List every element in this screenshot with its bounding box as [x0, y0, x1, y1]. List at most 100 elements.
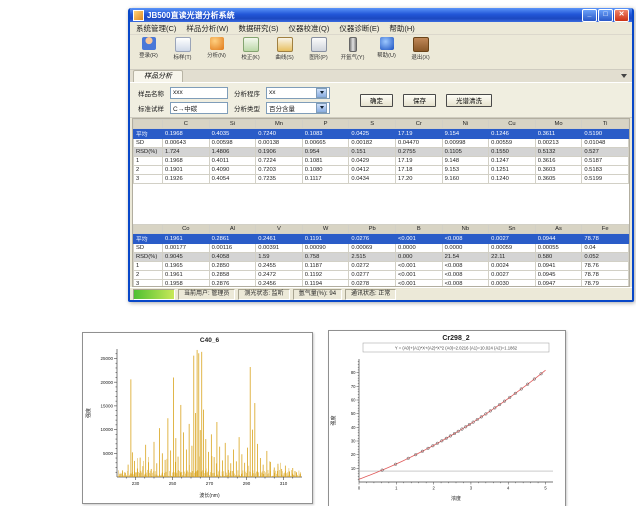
- table-row[interactable]: SD 0.00177 0.00116 0.00391 0.00090 0.00069 0.0…: [133, 243, 629, 253]
- cell: 1.59: [255, 252, 303, 262]
- row-label: 平均: [133, 233, 163, 244]
- field-label: 分析类型: [234, 105, 260, 113]
- toolbar-button[interactable]: 图形(P): [304, 37, 333, 61]
- field-input[interactable]: xxx: [170, 86, 228, 99]
- cell: 0.04470: [394, 138, 443, 148]
- table-row[interactable]: 3 0.1926 0.4054 0.7235 0.1117 0.0434 17.20 9.16…: [133, 174, 629, 184]
- svg-text:15000: 15000: [100, 403, 113, 408]
- cell: 21.54: [441, 252, 490, 262]
- globe-icon: [379, 37, 394, 50]
- menu-item[interactable]: 样品分析(W): [186, 23, 229, 33]
- cell: 0.2461: [255, 233, 303, 244]
- toolbar-button[interactable]: 校正(K): [236, 37, 265, 61]
- status-segment: 测光状态: 监听: [238, 288, 290, 300]
- svg-text:250: 250: [169, 481, 177, 486]
- cell: <0.001: [394, 279, 443, 286]
- tab-sample-analysis[interactable]: 样品分析: [133, 70, 183, 82]
- chevron-down-icon[interactable]: [316, 87, 327, 98]
- status-segment: 当前用户: 管理员: [178, 288, 236, 300]
- chevron-down-icon[interactable]: [316, 102, 327, 113]
- cell: 0.5199: [581, 174, 629, 184]
- title-bar[interactable]: JB500直读光谱分析系统 _ □ ✕: [130, 8, 632, 22]
- cell: 0.2858: [208, 270, 257, 280]
- row-label: 3: [133, 279, 163, 286]
- menu-item[interactable]: 数据研究(S): [238, 23, 279, 33]
- cell: <0.001: [394, 233, 443, 244]
- chart-icon: [242, 37, 259, 52]
- cell: 0.1194: [301, 279, 350, 286]
- toolbar-button[interactable]: 登录(R): [134, 37, 163, 59]
- maximize-button[interactable]: □: [598, 8, 613, 22]
- table-row[interactable]: 3 0.1958 0.2876 0.2456 0.1194 0.0278 <0.001 <0.…: [133, 279, 629, 286]
- corner-cell: [133, 119, 163, 129]
- cell: 0.9045: [162, 252, 210, 262]
- field-select[interactable]: xx: [266, 86, 330, 99]
- cell: 0.00090: [301, 243, 350, 253]
- field-value: C→中碳: [173, 105, 198, 113]
- menu-item[interactable]: 仪器诊断(E): [339, 23, 380, 33]
- panel-collapse-arrow-icon[interactable]: [621, 74, 627, 78]
- table-header-row: Co Al V W Pb B Nb Sn As Fe: [133, 224, 629, 234]
- svg-text:3: 3: [470, 486, 473, 491]
- field-input[interactable]: C→中碳: [170, 101, 228, 114]
- cell: 0.527: [581, 147, 629, 157]
- action-button[interactable]: 保存: [403, 93, 436, 107]
- field-select[interactable]: 百分含量: [266, 101, 330, 114]
- menu-item[interactable]: 系统管理(C): [136, 23, 177, 33]
- svg-text:20000: 20000: [100, 380, 113, 385]
- table-row[interactable]: SD 0.00643 0.00598 0.00138 0.00665 0.00182 0.0…: [133, 138, 629, 148]
- table-row[interactable]: 2 0.1961 0.2858 0.2472 0.1192 0.0277 <0.001 <0.…: [133, 270, 629, 280]
- close-button[interactable]: ✕: [614, 8, 629, 22]
- window-title: JB500直读光谱分析系统: [147, 10, 235, 20]
- svg-text:2: 2: [432, 486, 435, 491]
- toolbar-button[interactable]: 开氩气(Y): [338, 37, 367, 61]
- toolbar-button-label: 帮助(U): [377, 53, 396, 59]
- svg-text:浓度: 浓度: [451, 495, 461, 502]
- toolbar-button-label: 标样(T): [173, 55, 192, 61]
- table-row[interactable]: 平均 0.1961 0.2861 0.2461 0.1191 0.0276 <0.001 <0…: [133, 233, 629, 244]
- toolbar-button-label: 开氩气(Y): [340, 55, 365, 61]
- toolbar-button[interactable]: 帮助(U): [372, 37, 401, 59]
- table-row[interactable]: 平均 0.1968 0.4035 0.7240 0.1083 0.0425 17.19 9.1…: [133, 128, 629, 139]
- cell: 2.515: [348, 252, 396, 262]
- row-label: RSD(%): [133, 147, 163, 157]
- status-indicator: [133, 288, 175, 300]
- action-button[interactable]: 光谱清洗: [446, 93, 492, 107]
- cell: 0.1901: [162, 165, 210, 175]
- svg-text:C40_6: C40_6: [200, 337, 220, 344]
- row-label: 2: [133, 165, 163, 175]
- table-row[interactable]: RSD(%) 1.724 1.4806 0.1906 0.954 0.151 0.2755 0…: [133, 147, 629, 157]
- toolbar-button[interactable]: 分析(N): [202, 37, 231, 59]
- cell: 0.00391: [255, 243, 303, 253]
- cell: 0.0947: [534, 279, 583, 286]
- minimize-button[interactable]: _: [582, 8, 597, 22]
- row-label: 3: [133, 174, 163, 184]
- row-label: 1: [133, 261, 163, 271]
- cell: 0.0425: [348, 128, 396, 139]
- column-header: Ni: [441, 119, 490, 129]
- column-header: Mo: [534, 119, 583, 129]
- table-row[interactable]: 1 0.1968 0.4011 0.7224 0.1081 0.0429 17.19 9.14…: [133, 156, 629, 166]
- cell: 0.1968: [162, 128, 210, 139]
- toolbar-button[interactable]: 曲线(S): [270, 37, 299, 61]
- svg-text:30: 30: [351, 439, 356, 444]
- data-points: [380, 372, 543, 472]
- menu-item[interactable]: 帮助(H): [389, 23, 415, 33]
- table-row[interactable]: 1 0.1965 0.2850 0.2455 0.1187 0.0272 <0.001 <0.…: [133, 261, 629, 271]
- cell: 17.19: [394, 156, 443, 166]
- cell: 0.00643: [162, 138, 210, 148]
- cell: <0.008: [441, 279, 490, 286]
- cell: 0.01048: [581, 138, 629, 148]
- cell: 0.00059: [488, 243, 536, 253]
- table-row[interactable]: 2 0.1901 0.4090 0.7203 0.1080 0.0412 17.18 9.15…: [133, 165, 629, 175]
- toolbar-button[interactable]: 退出(X): [406, 37, 435, 61]
- user-icon: [141, 37, 156, 50]
- cell: 0.1083: [301, 128, 350, 139]
- table-row[interactable]: RSD(%) 0.9045 0.4058 1.59 0.758 2.515 0.000 21.…: [133, 252, 629, 262]
- toolbar-button[interactable]: 标样(T): [168, 37, 197, 61]
- svg-text:290: 290: [243, 481, 251, 486]
- field-value: 百分含量: [269, 105, 295, 113]
- menu-item[interactable]: 仪器校准(Q): [288, 23, 330, 33]
- action-button[interactable]: 确定: [360, 93, 393, 107]
